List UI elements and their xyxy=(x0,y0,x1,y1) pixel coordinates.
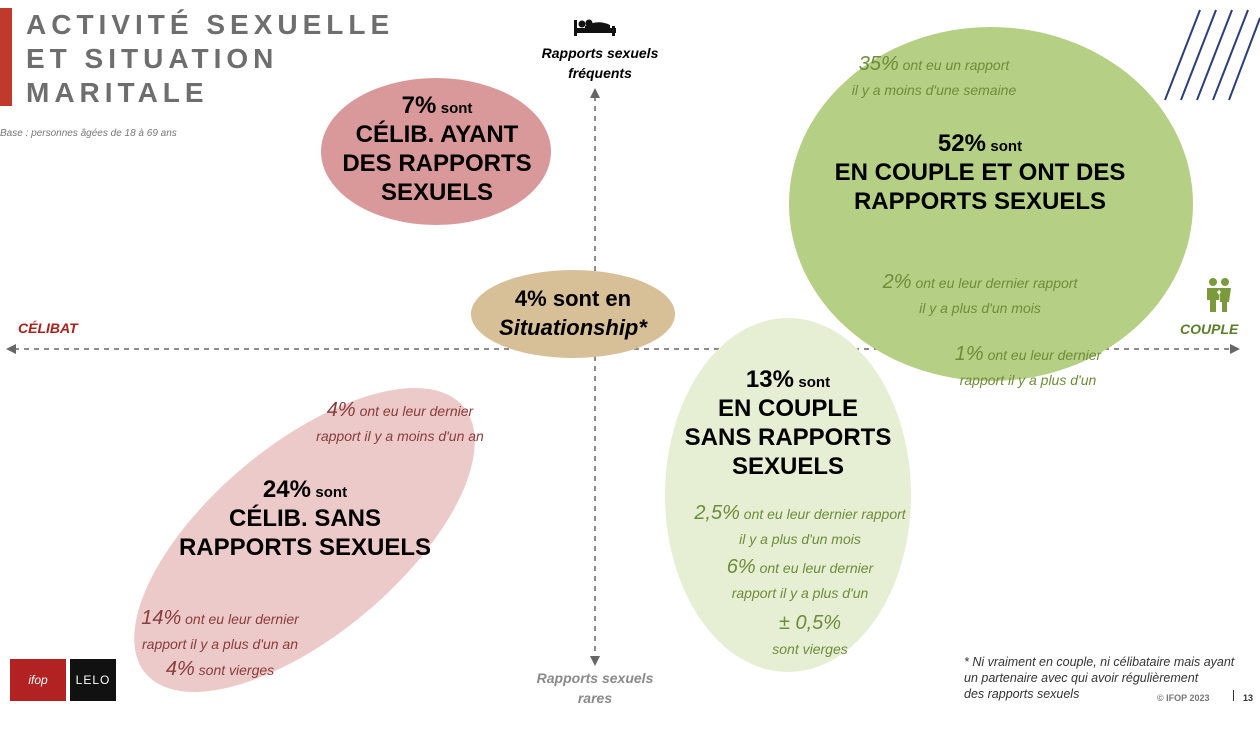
couple-sans-stat-2: 6% ont eu leur dernier rapport il y a pl… xyxy=(726,556,874,601)
lelo-logo: LELO xyxy=(70,659,116,701)
ellipse-couple-sans-rapports xyxy=(665,318,911,672)
couple-sans-main: 13% sont EN COUPLE SANS RAPPORTS SEXUELS xyxy=(684,366,892,480)
celib-sans-main: 24% sont CÉLIB. SANS RAPPORTS SEXUELS xyxy=(178,476,432,561)
couple-sans-stat-1: 2,5% ont eu leur dernier rapport il y a … xyxy=(694,502,906,547)
diagonal-lines-decoration xyxy=(1164,9,1260,101)
copyright: © IFOP 2023 xyxy=(1157,693,1210,703)
axis-label-left: CÉLIBAT xyxy=(18,320,78,336)
situationship-main: 4% sont en Situationship* xyxy=(499,286,647,340)
page-number: 13 xyxy=(1243,693,1254,703)
page-title: ACTIVITÉ SEXUELLE ET SITUATION MARITALE xyxy=(26,9,395,108)
celib-avec-main: 7% sont CÉLIB. AYANT DES RAPPORTS SEXUEL… xyxy=(342,92,532,206)
bed-icon xyxy=(574,19,616,36)
footnote: * Ni vraiment en couple, ni célibataire … xyxy=(964,655,1235,701)
celib-sans-stat-2: 4% sont vierges xyxy=(165,658,275,680)
couple-avec-stat-2: 2% ont eu leur dernier rapport il y a pl… xyxy=(882,271,1078,316)
couple-sans-stat-3: ± 0,5% sont vierges xyxy=(772,612,848,657)
base-note: Base : personnes âgées de 18 à 69 ans xyxy=(0,128,177,139)
axis-label-bottom: Rapports sexuels rares xyxy=(536,670,654,706)
couple-avec-main: 52% sont EN COUPLE ET ONT DES RAPPORTS S… xyxy=(834,130,1126,215)
couple-avec-top-stat: 35% ont eu un rapport il y a moins d'une… xyxy=(851,53,1017,98)
footer-divider xyxy=(1233,690,1234,701)
axis-label-right: COUPLE xyxy=(1180,321,1239,337)
celib-sans-stat-1: 14% ont eu leur dernier rapport il y a p… xyxy=(141,607,299,652)
axis-label-top: Rapports sexuels fréquents xyxy=(541,45,659,81)
ellipse-celib-avec-rapports xyxy=(321,78,551,225)
couple-icon xyxy=(1207,278,1231,312)
couple-avec-stat-3: 1% ont eu leur dernier rapport il y a pl… xyxy=(954,343,1102,388)
logo-divider xyxy=(67,659,68,701)
ellipse-situationship xyxy=(471,270,675,358)
ellipse-couple-avec-rapports xyxy=(789,27,1193,381)
celib-sans-top-stat: 4% ont eu leur dernier rapport il y a mo… xyxy=(316,399,484,444)
title-accent-bar xyxy=(0,8,12,106)
ifop-logo: ifop xyxy=(10,659,66,701)
